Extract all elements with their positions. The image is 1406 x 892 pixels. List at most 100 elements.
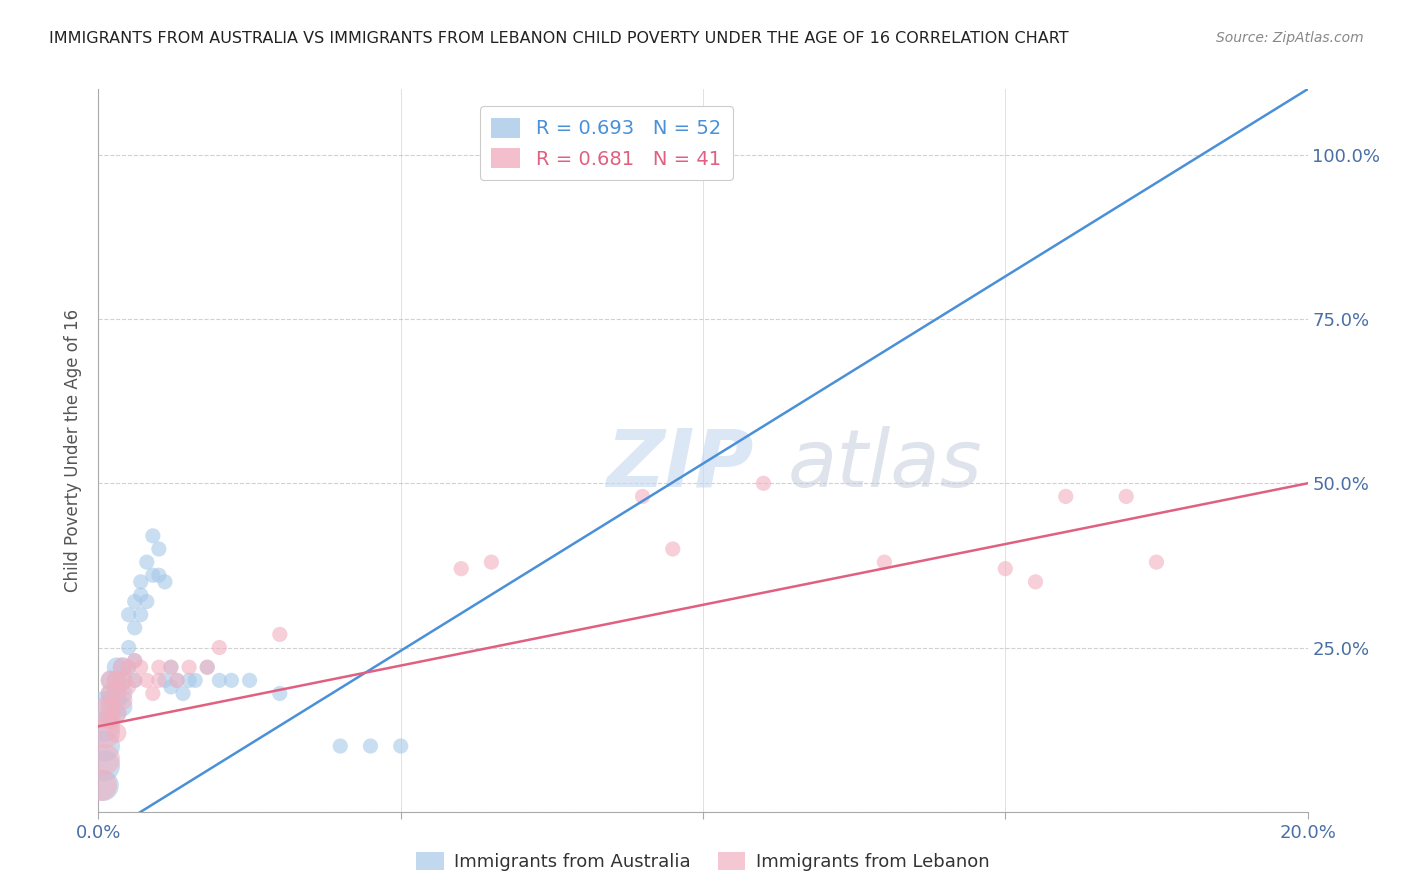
- Point: [100, 686, 122, 700]
- Point: [208, 640, 231, 655]
- Point: [111, 699, 134, 714]
- Point: [195, 660, 218, 674]
- Point: [105, 673, 128, 688]
- Point: [93, 758, 115, 772]
- Point: [1054, 490, 1077, 504]
- Point: [124, 654, 146, 668]
- Point: [93, 706, 115, 721]
- Point: [100, 673, 122, 688]
- Point: [142, 686, 165, 700]
- Point: [100, 706, 122, 721]
- Point: [105, 680, 128, 694]
- Point: [172, 686, 194, 700]
- Point: [105, 660, 128, 674]
- Point: [450, 562, 472, 576]
- Point: [118, 607, 141, 622]
- Legend: R = 0.693   N = 52, R = 0.681   N = 41: R = 0.693 N = 52, R = 0.681 N = 41: [479, 106, 733, 180]
- Point: [105, 726, 128, 740]
- Point: [239, 673, 262, 688]
- Point: [105, 673, 128, 688]
- Point: [389, 739, 412, 753]
- Point: [129, 588, 152, 602]
- Point: [93, 752, 115, 766]
- Point: [481, 555, 503, 569]
- Point: [105, 686, 128, 700]
- Point: [91, 779, 114, 793]
- Point: [269, 686, 291, 700]
- Point: [160, 660, 183, 674]
- Point: [100, 713, 122, 727]
- Point: [124, 621, 146, 635]
- Point: [111, 673, 134, 688]
- Point: [118, 660, 141, 674]
- Point: [105, 693, 128, 707]
- Point: [93, 699, 115, 714]
- Point: [360, 739, 382, 753]
- Text: IMMIGRANTS FROM AUSTRALIA VS IMMIGRANTS FROM LEBANON CHILD POVERTY UNDER THE AGE: IMMIGRANTS FROM AUSTRALIA VS IMMIGRANTS …: [49, 31, 1069, 46]
- Point: [160, 660, 183, 674]
- Text: Source: ZipAtlas.com: Source: ZipAtlas.com: [1216, 31, 1364, 45]
- Point: [135, 555, 157, 569]
- Point: [1024, 574, 1046, 589]
- Point: [124, 654, 146, 668]
- Point: [118, 640, 141, 655]
- Point: [93, 726, 115, 740]
- Point: [105, 706, 128, 721]
- Point: [221, 673, 243, 688]
- Legend: Immigrants from Australia, Immigrants from Lebanon: Immigrants from Australia, Immigrants fr…: [409, 845, 997, 879]
- Y-axis label: Child Poverty Under the Age of 16: Child Poverty Under the Age of 16: [65, 309, 83, 592]
- Point: [752, 476, 775, 491]
- Point: [166, 673, 188, 688]
- Point: [873, 555, 896, 569]
- Point: [148, 541, 170, 556]
- Point: [631, 128, 654, 143]
- Point: [129, 607, 152, 622]
- Point: [93, 719, 115, 733]
- Point: [142, 568, 165, 582]
- Point: [184, 673, 207, 688]
- Point: [100, 699, 122, 714]
- Point: [105, 706, 128, 721]
- Point: [269, 627, 291, 641]
- Text: ZIP: ZIP: [606, 425, 754, 504]
- Point: [111, 660, 134, 674]
- Point: [111, 686, 134, 700]
- Point: [100, 673, 122, 688]
- Point: [148, 673, 170, 688]
- Point: [124, 673, 146, 688]
- Point: [124, 673, 146, 688]
- Point: [153, 574, 176, 589]
- Point: [1144, 555, 1167, 569]
- Point: [166, 673, 188, 688]
- Point: [1115, 490, 1137, 504]
- Point: [195, 660, 218, 674]
- Point: [148, 660, 170, 674]
- Point: [661, 541, 683, 556]
- Point: [142, 529, 165, 543]
- Point: [118, 660, 141, 674]
- Point: [160, 680, 183, 694]
- Point: [329, 739, 352, 753]
- Point: [208, 673, 231, 688]
- Point: [90, 779, 112, 793]
- Text: atlas: atlas: [787, 425, 983, 504]
- Point: [153, 673, 176, 688]
- Point: [129, 660, 152, 674]
- Point: [135, 594, 157, 608]
- Point: [148, 568, 170, 582]
- Point: [179, 660, 201, 674]
- Point: [135, 673, 157, 688]
- Point: [994, 562, 1017, 576]
- Point: [111, 673, 134, 688]
- Point: [124, 594, 146, 608]
- Point: [661, 128, 683, 143]
- Point: [129, 574, 152, 589]
- Point: [111, 660, 134, 674]
- Point: [111, 693, 134, 707]
- Point: [93, 739, 115, 753]
- Point: [118, 680, 141, 694]
- Point: [179, 673, 201, 688]
- Point: [100, 693, 122, 707]
- Point: [100, 686, 122, 700]
- Point: [631, 490, 654, 504]
